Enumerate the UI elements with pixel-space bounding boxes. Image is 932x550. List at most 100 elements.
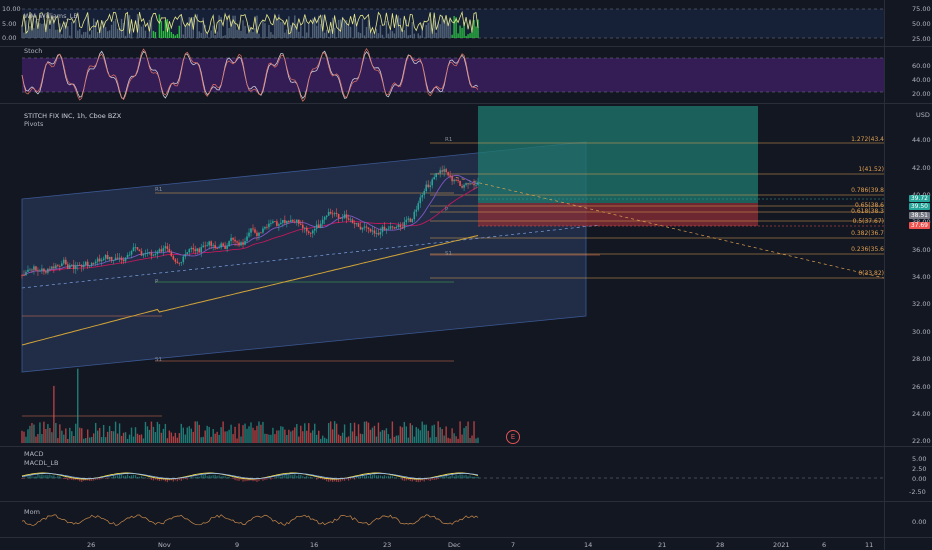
macd-bar [345, 478, 348, 480]
macd-bar [202, 475, 204, 479]
williams-bar [150, 16, 153, 38]
price-tick: 22.00 [912, 437, 931, 445]
macdl-title[interactable]: MACDL_LB [24, 459, 59, 467]
volume-bar [365, 421, 368, 443]
macd-bar [226, 477, 228, 479]
candle-body [393, 227, 396, 229]
volume-bar [164, 423, 167, 443]
macd-bar [326, 478, 328, 482]
volume-bar [306, 430, 308, 443]
candle-body [178, 262, 181, 264]
williams-bar [184, 26, 186, 38]
candle-body [419, 197, 422, 204]
macd-bar [184, 478, 186, 479]
macd-bar [473, 476, 475, 479]
pane-divider[interactable] [0, 446, 932, 447]
candle-body [463, 184, 465, 188]
candle-body [68, 265, 71, 269]
volume-bar [94, 422, 97, 443]
macd-bar [355, 476, 358, 479]
volume-bar [401, 427, 404, 443]
volume-bar [190, 428, 192, 443]
time-tick: 23 [383, 541, 392, 549]
volume-bar [118, 423, 121, 443]
candle-body [395, 226, 398, 229]
williams-title[interactable]: WM_Williams_LB [24, 12, 78, 20]
candle-body [82, 264, 85, 267]
candle-body [214, 245, 216, 249]
volume-bar [25, 436, 27, 443]
pivot-label: S1 [445, 251, 452, 257]
williams-bar [441, 15, 443, 39]
price-axis[interactable] [884, 0, 932, 550]
williams-bar [300, 26, 302, 38]
macd-bar [280, 476, 282, 479]
volume-bar [172, 436, 175, 443]
pane-divider[interactable] [0, 103, 932, 104]
volume-bar [323, 437, 326, 443]
candle-body [363, 226, 366, 228]
volume-bar [226, 431, 228, 443]
macd-bar [264, 478, 266, 481]
candle-body [23, 274, 25, 276]
volume-bar [310, 432, 312, 443]
volume-bar [228, 429, 230, 443]
volume-bar [63, 434, 65, 443]
macd-bar [286, 474, 288, 479]
macd-bar [21, 478, 23, 479]
williams-bar [369, 31, 372, 38]
pivots-title[interactable]: Pivots [24, 120, 44, 128]
williams-bar [220, 17, 222, 38]
price-tag: 38.51 [908, 212, 930, 219]
time-tick: 11 [865, 541, 874, 549]
earnings-badge[interactable]: E [506, 430, 520, 444]
volume-bar [405, 426, 408, 443]
williams-bar [463, 22, 465, 38]
candle-body [25, 271, 27, 276]
symbol-title[interactable]: STITCH FIX INC, 1h, Cboe BZX [24, 112, 122, 120]
williams-bar [367, 19, 370, 38]
candle-body [475, 184, 477, 186]
pivot-label: R1 [155, 187, 163, 193]
williams-bar [425, 24, 427, 38]
volume-bar [67, 438, 69, 443]
volume-bar [92, 433, 95, 443]
volume-bar [266, 433, 268, 443]
mom-title[interactable]: Mom [24, 508, 40, 516]
williams-bar [391, 31, 394, 38]
williams-bar [190, 19, 192, 38]
macd-bar [113, 475, 115, 479]
candle-body [268, 223, 270, 228]
williams-bar [304, 18, 306, 38]
candle-body [288, 220, 290, 222]
candle-body [94, 261, 97, 264]
candle-body [449, 175, 451, 177]
volume-bar [65, 428, 67, 443]
candle-body [248, 232, 250, 237]
macd-bar [120, 474, 123, 479]
volume-bar [395, 435, 398, 443]
macd-bar [320, 478, 322, 479]
pane-divider[interactable] [0, 46, 932, 47]
macd-title[interactable]: MACD [24, 450, 44, 458]
williams-bar [327, 36, 330, 38]
volume-bar [146, 426, 149, 443]
volume-bar [298, 436, 300, 443]
pane-divider[interactable] [0, 501, 932, 502]
volume-bar [421, 421, 423, 443]
volume-bar [383, 430, 386, 443]
stoch-title[interactable]: Stoch [24, 47, 43, 55]
currency-label: USD [916, 111, 930, 119]
candle-body [108, 256, 111, 260]
williams-bar [471, 31, 473, 38]
candle-body [431, 179, 434, 186]
macd-bar [471, 476, 473, 479]
williams-bar [39, 23, 41, 38]
macd-bar [266, 478, 268, 480]
williams-bar [359, 33, 362, 38]
williams-bar [232, 15, 234, 38]
macd-bar [116, 475, 119, 479]
candle-body [37, 270, 39, 272]
candle-body [343, 214, 346, 218]
